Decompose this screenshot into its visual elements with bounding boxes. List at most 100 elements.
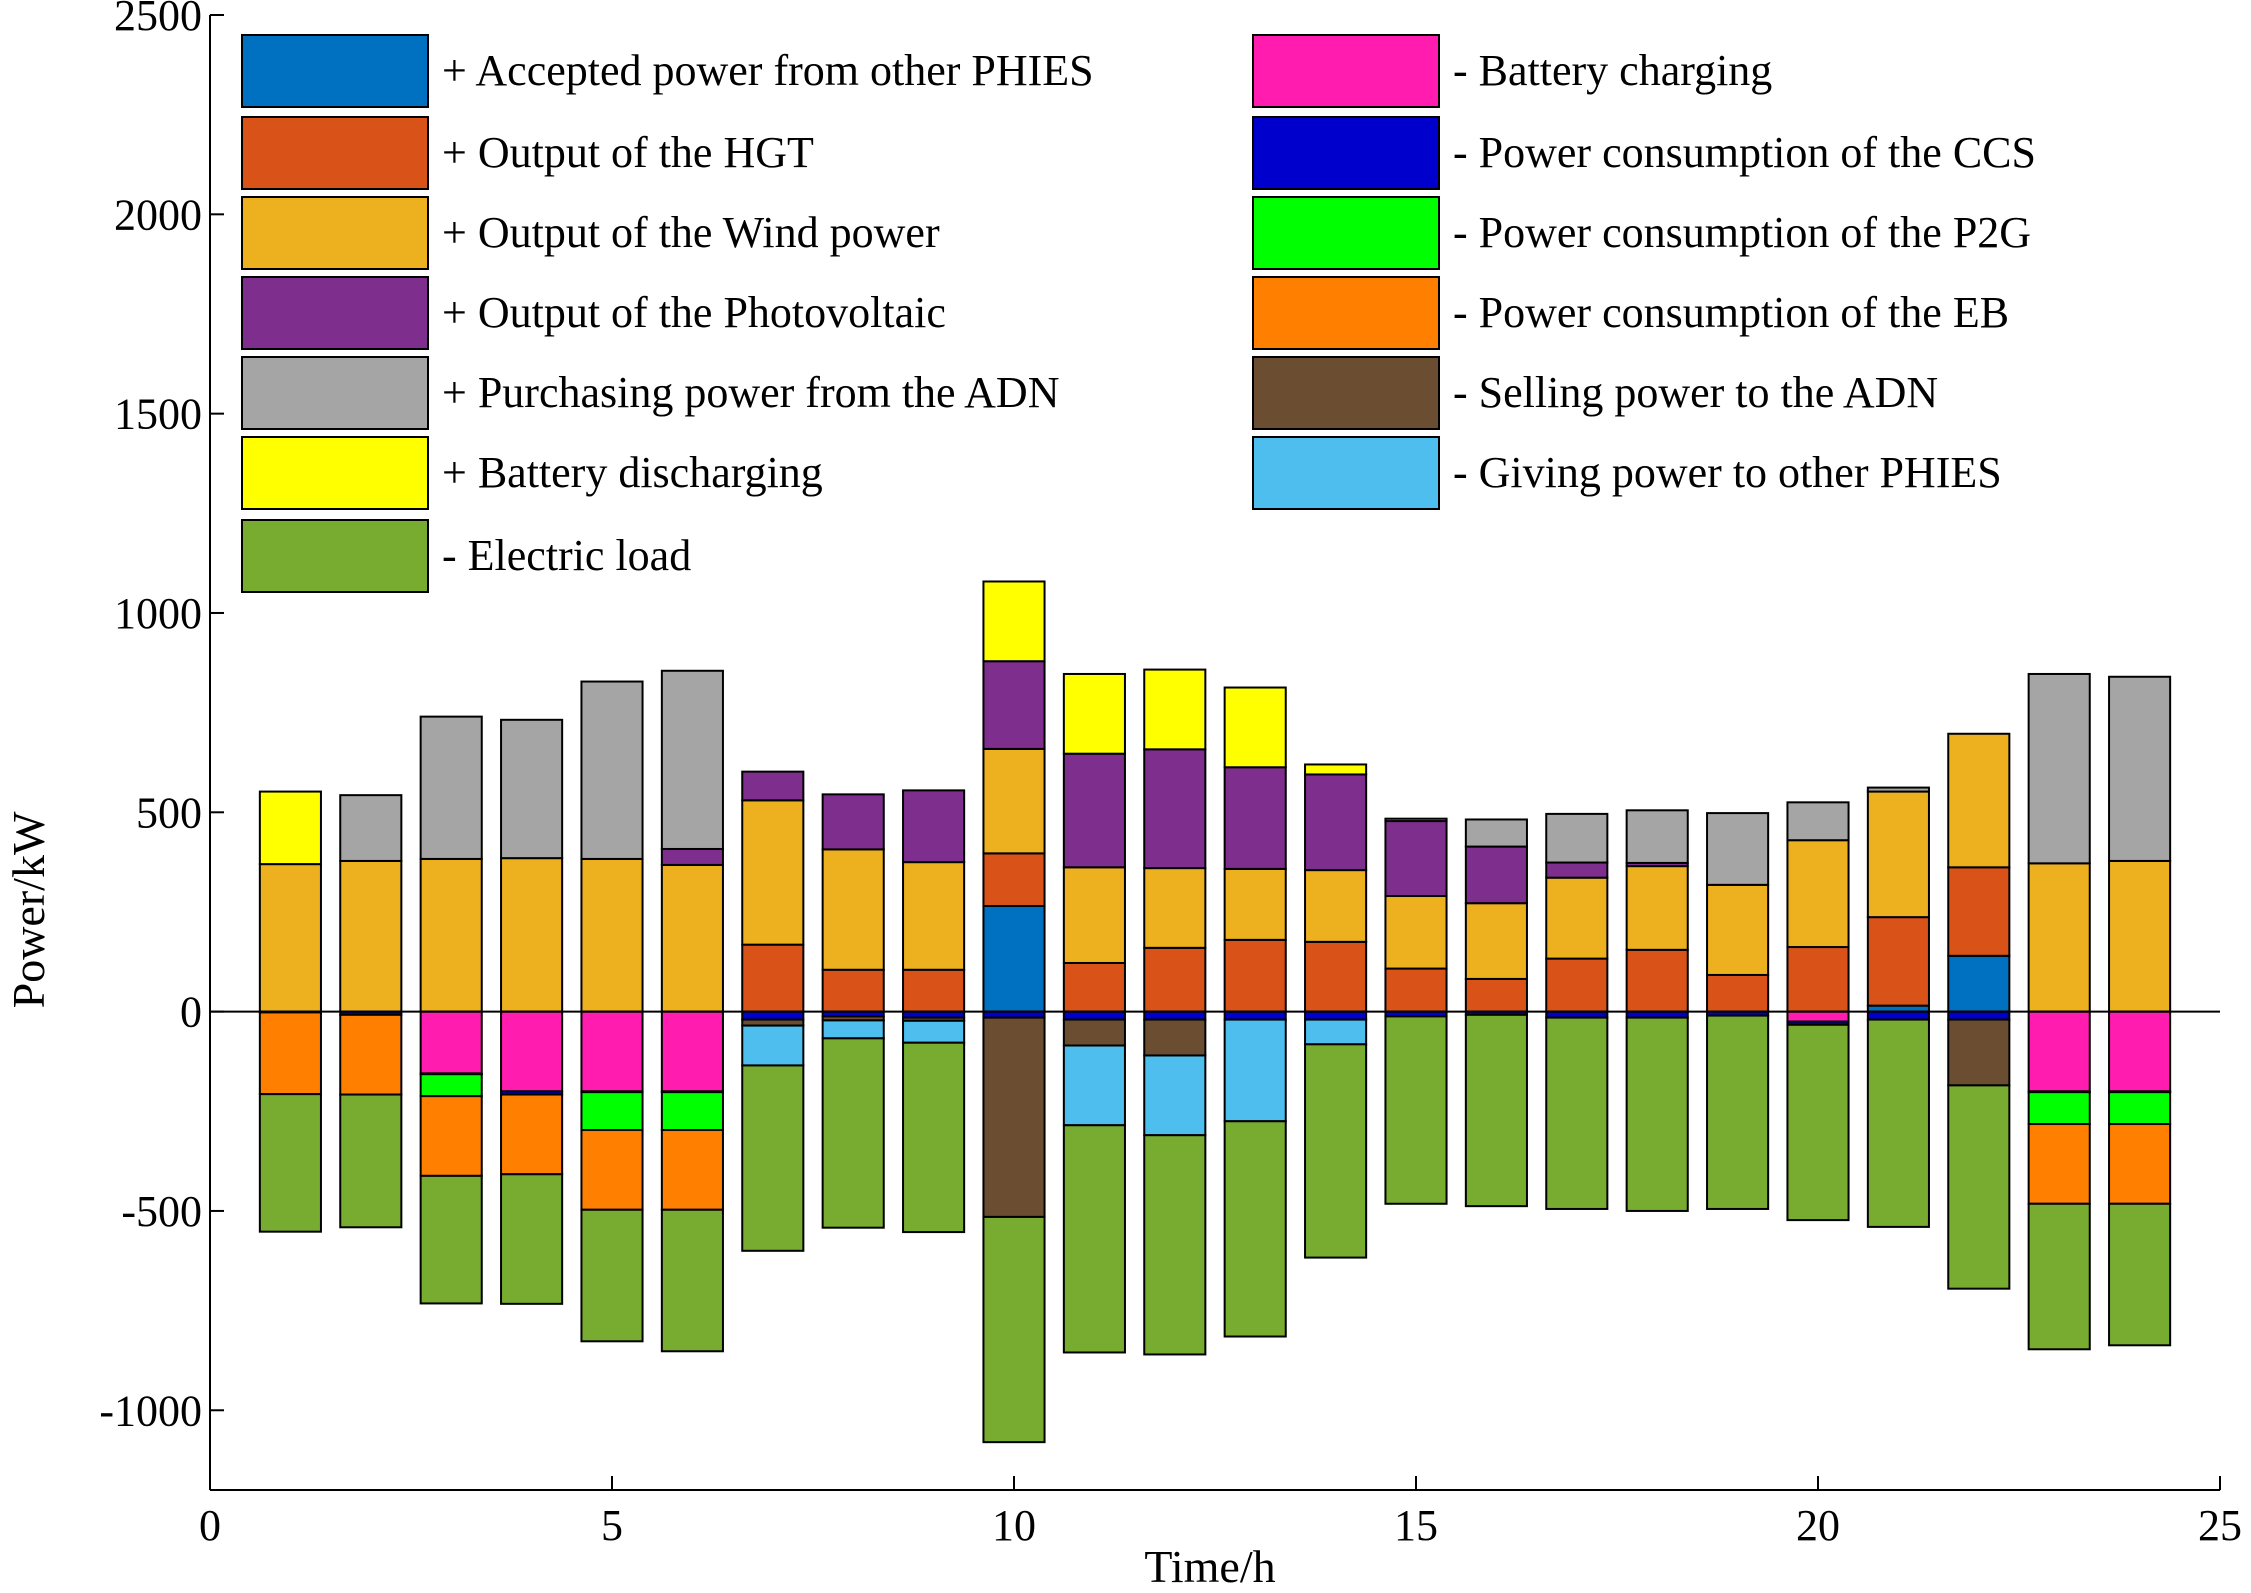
y-tick-label: 1000 xyxy=(114,589,202,638)
legend-swatch-selling-power-to-the-adn xyxy=(1252,356,1440,430)
bar-purchasing-power-from-the-adn-t5 xyxy=(580,680,644,860)
bar-power-consumption-of-the-p2g-t23 xyxy=(2027,1091,2091,1126)
bar-output-of-the-hgt-t17 xyxy=(1545,957,1609,1013)
bar-output-of-the-wind-power-t3 xyxy=(419,857,483,1013)
bar-output-of-the-hgt-t16 xyxy=(1464,977,1528,1013)
bar-output-of-the-hgt-t18 xyxy=(1625,948,1689,1013)
bar-output-of-the-wind-power-t23 xyxy=(2027,862,2091,1013)
bar-output-of-the-wind-power-t4 xyxy=(500,857,564,1013)
bar-output-of-the-photovoltaic-t9 xyxy=(902,789,966,864)
bar-battery-discharging-t1 xyxy=(258,790,322,866)
legend-swatch-power-consumption-of-the-eb xyxy=(1252,276,1440,350)
legend-label-power-consumption-of-the-eb: - Power consumption of the EB xyxy=(1453,288,2009,337)
bar-electric-load-t14 xyxy=(1304,1043,1368,1259)
bar-electric-load-t1 xyxy=(258,1093,322,1233)
bar-power-consumption-of-the-eb-t3 xyxy=(419,1095,483,1177)
bar-power-consumption-of-the-ccs-t7 xyxy=(741,1010,805,1021)
legend-label-selling-power-to-the-adn: - Selling power to the ADN xyxy=(1453,368,1938,417)
bar-purchasing-power-from-the-adn-t18 xyxy=(1625,809,1689,864)
legend-label-power-consumption-of-the-p2g: - Power consumption of the P2G xyxy=(1453,208,2031,257)
bar-output-of-the-wind-power-t1 xyxy=(258,863,322,1013)
bar-power-consumption-of-the-eb-t24 xyxy=(2108,1123,2172,1205)
bar-giving-power-to-other-phies-t9 xyxy=(902,1019,966,1044)
legend-label-battery-discharging: + Battery discharging xyxy=(442,448,823,497)
bar-purchasing-power-from-the-adn-t16 xyxy=(1464,818,1528,848)
bar-electric-load-t2 xyxy=(339,1093,403,1229)
bar-battery-discharging-t12 xyxy=(1143,668,1207,751)
bar-electric-load-t11 xyxy=(1062,1124,1126,1354)
bar-output-of-the-wind-power-t10 xyxy=(982,747,1046,855)
bar-electric-load-t17 xyxy=(1545,1016,1609,1210)
bar-purchasing-power-from-the-adn-t17 xyxy=(1545,812,1609,864)
bar-purchasing-power-from-the-adn-t19 xyxy=(1706,812,1770,886)
bar-purchasing-power-from-the-adn-t15 xyxy=(1384,817,1448,823)
bar-battery-discharging-t10 xyxy=(982,580,1046,663)
bar-output-of-the-wind-power-t2 xyxy=(339,859,403,1013)
bar-battery-discharging-t13 xyxy=(1223,686,1287,769)
bar-output-of-the-wind-power-t17 xyxy=(1545,876,1609,960)
y-tick-label: -500 xyxy=(121,1187,202,1236)
bar-purchasing-power-from-the-adn-t6 xyxy=(660,669,724,850)
bar-power-consumption-of-the-eb-t1 xyxy=(258,1011,322,1096)
bar-electric-load-t10 xyxy=(982,1215,1046,1444)
bar-output-of-the-photovoltaic-t11 xyxy=(1062,752,1126,869)
bar-output-of-the-photovoltaic-t8 xyxy=(821,793,885,851)
legend-label-accepted-power-from-other-phies: + Accepted power from other PHIES xyxy=(442,46,1094,95)
bar-output-of-the-wind-power-t18 xyxy=(1625,865,1689,951)
bar-battery-charging-t5 xyxy=(580,1010,644,1093)
bar-battery-discharging-t11 xyxy=(1062,672,1126,755)
legend-swatch-power-consumption-of-the-p2g xyxy=(1252,196,1440,270)
legend-swatch-output-of-the-photovoltaic xyxy=(241,276,429,350)
bar-output-of-the-hgt-t11 xyxy=(1062,961,1126,1013)
bar-power-consumption-of-the-p2g-t24 xyxy=(2108,1091,2172,1126)
bar-output-of-the-wind-power-t5 xyxy=(580,857,644,1013)
legend-label-purchasing-power-from-the-adn: + Purchasing power from the ADN xyxy=(442,368,1059,417)
bar-power-consumption-of-the-eb-t23 xyxy=(2027,1123,2091,1205)
x-tick-label: 15 xyxy=(1394,1501,1438,1550)
legend-swatch-purchasing-power-from-the-adn xyxy=(241,356,429,430)
bar-output-of-the-hgt-t13 xyxy=(1223,938,1287,1013)
bar-battery-charging-t23 xyxy=(2027,1010,2091,1093)
bar-selling-power-to-the-adn-t10 xyxy=(982,1016,1046,1218)
bar-selling-power-to-the-adn-t12 xyxy=(1143,1018,1207,1057)
x-tick-label: 20 xyxy=(1796,1501,1840,1550)
x-tick-label: 25 xyxy=(2198,1501,2242,1550)
bar-power-consumption-of-the-ccs-t14 xyxy=(1304,1010,1368,1021)
y-tick-label: 2000 xyxy=(114,190,202,239)
bar-giving-power-to-other-phies-t12 xyxy=(1143,1054,1207,1137)
bar-power-consumption-of-the-p2g-t5 xyxy=(580,1091,644,1132)
bar-output-of-the-wind-power-t12 xyxy=(1143,867,1207,949)
bar-battery-charging-t20 xyxy=(1786,1010,1850,1023)
bar-power-consumption-of-the-ccs-t21 xyxy=(1866,1010,1930,1021)
bar-selling-power-to-the-adn-t11 xyxy=(1062,1018,1126,1047)
bar-giving-power-to-other-phies-t8 xyxy=(821,1019,885,1040)
bar-power-consumption-of-the-p2g-t6 xyxy=(660,1091,724,1132)
bar-output-of-the-hgt-t15 xyxy=(1384,967,1448,1013)
x-tick-label: 0 xyxy=(199,1501,221,1550)
bar-output-of-the-photovoltaic-t12 xyxy=(1143,748,1207,870)
bar-output-of-the-wind-power-t13 xyxy=(1223,867,1287,941)
bar-electric-load-t20 xyxy=(1786,1023,1850,1222)
bar-output-of-the-wind-power-t24 xyxy=(2108,859,2172,1013)
bar-output-of-the-photovoltaic-t17 xyxy=(1545,861,1609,879)
bar-purchasing-power-from-the-adn-t4 xyxy=(500,718,564,860)
bar-output-of-the-photovoltaic-t7 xyxy=(741,770,805,802)
bar-output-of-the-photovoltaic-t15 xyxy=(1384,820,1448,898)
legend-swatch-output-of-the-wind-power xyxy=(241,196,429,270)
legend-swatch-power-consumption-of-the-ccs xyxy=(1252,116,1440,190)
bar-power-consumption-of-the-eb-t2 xyxy=(339,1013,403,1096)
y-tick-label: 2500 xyxy=(114,0,202,40)
bar-electric-load-t4 xyxy=(500,1173,564,1305)
bar-output-of-the-wind-power-t22 xyxy=(1947,732,2011,869)
bar-power-consumption-of-the-ccs-t22 xyxy=(1947,1010,2011,1021)
bar-giving-power-to-other-phies-t14 xyxy=(1304,1018,1368,1046)
bar-output-of-the-hgt-t14 xyxy=(1304,940,1368,1013)
bar-power-consumption-of-the-eb-t6 xyxy=(660,1129,724,1211)
legend-swatch-electric-load xyxy=(241,519,429,593)
legend-label-giving-power-to-other-phies: - Giving power to other PHIES xyxy=(1453,448,2002,497)
bar-output-of-the-wind-power-t8 xyxy=(821,848,885,971)
bar-battery-charging-t4 xyxy=(500,1010,564,1093)
bar-electric-load-t3 xyxy=(419,1174,483,1305)
legend-swatch-battery-discharging xyxy=(241,436,429,510)
bar-output-of-the-hgt-t22 xyxy=(1947,866,2011,957)
